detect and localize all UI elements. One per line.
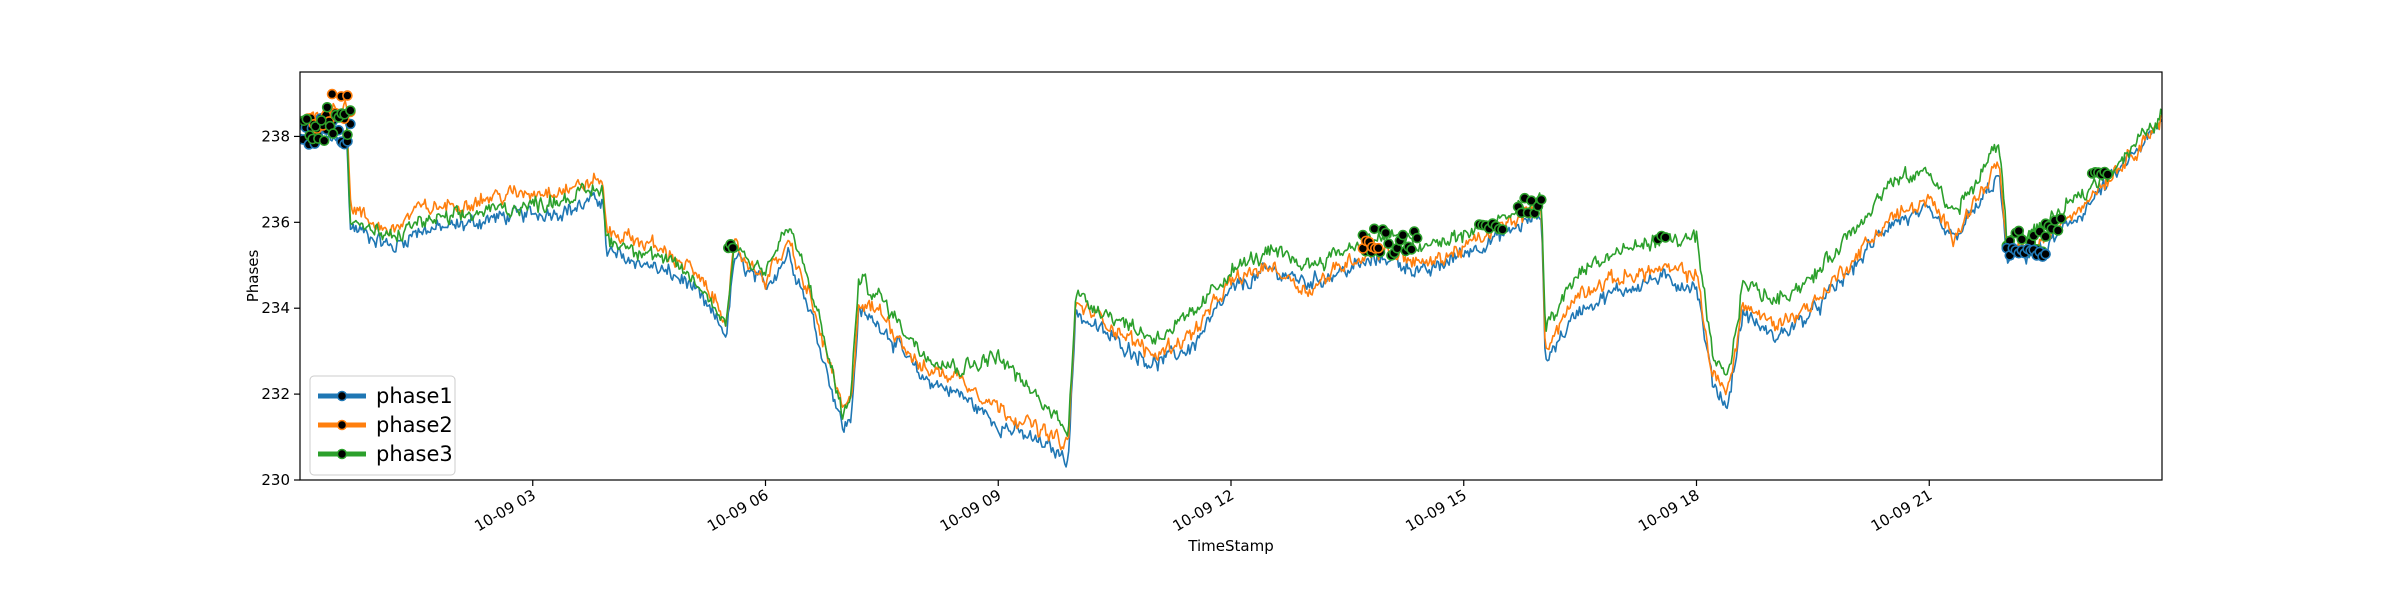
- marker-cluster-phase3: [1474, 218, 1508, 235]
- anomaly-marker: [345, 105, 356, 116]
- marker-cluster-phase3: [2086, 166, 2113, 180]
- x-axis-label: TimeStamp: [1187, 537, 1273, 555]
- marker-cluster-phase1: [2001, 242, 2051, 262]
- anomaly-marker: [2052, 225, 2064, 236]
- anomaly-marker: [1536, 194, 1547, 206]
- marker-cluster-phase3: [300, 102, 356, 146]
- anomaly-marker: [1660, 232, 1671, 243]
- legend-label-phase3: phase3: [376, 442, 453, 466]
- marker-cluster-phase3: [722, 239, 739, 254]
- anomaly-marker: [326, 88, 338, 100]
- legend-label-phase2: phase2: [376, 413, 453, 437]
- marker-cluster-phase3: [1512, 192, 1547, 219]
- anomaly-marker: [1380, 227, 1392, 239]
- anomaly-marker: [1397, 229, 1409, 241]
- anomaly-marker: [1369, 223, 1380, 235]
- y-axis: 230 232 234 236 238: [261, 127, 300, 489]
- legend-marker-phase1: [336, 390, 348, 402]
- y-tick-label: 234: [261, 299, 290, 317]
- series-layer: [300, 100, 2162, 468]
- anomaly-marker: [2102, 169, 2113, 180]
- anomaly-marker: [1373, 242, 1384, 254]
- anomaly-marker: [2040, 231, 2051, 242]
- y-axis-label: Phases: [244, 250, 262, 303]
- anomaly-marker: [1526, 195, 1537, 206]
- marker-cluster-phase2: [1357, 235, 1384, 254]
- anomaly-marker: [2013, 225, 2025, 237]
- anomaly-marker: [342, 90, 353, 101]
- y-tick-label: 236: [261, 213, 290, 231]
- anomaly-marker: [1406, 244, 1417, 255]
- anomaly-marker: [1411, 232, 1423, 244]
- anomaly-marker: [327, 128, 339, 139]
- marker-cluster-phase3: [1652, 230, 1671, 245]
- legend-box: [309, 375, 456, 476]
- anomaly-marker: [321, 102, 333, 113]
- anomaly-marker: [301, 113, 313, 125]
- series-line-phase3: [300, 108, 2162, 437]
- marker-cluster-phase3: [2040, 213, 2067, 236]
- anomaly-marker: [315, 115, 327, 126]
- legend: phase1 phase2 phase3: [309, 375, 456, 476]
- anomaly-marker: [342, 129, 353, 141]
- y-tick-label: 232: [261, 385, 290, 403]
- anomaly-marker: [1497, 224, 1508, 235]
- anomaly-marker: [1383, 238, 1394, 249]
- legend-marker-phase2: [336, 419, 348, 431]
- anomaly-marker: [2055, 213, 2067, 224]
- y-tick-label: 238: [261, 127, 290, 145]
- series-line-phase1: [300, 118, 2162, 468]
- legend-label-phase1: phase1: [376, 384, 453, 408]
- series-line-phase2: [300, 100, 2162, 451]
- anomaly-marker: [318, 135, 330, 146]
- anomaly-marker: [2016, 234, 2028, 245]
- anomaly-marker: [2040, 248, 2051, 260]
- anomaly-marker: [727, 242, 739, 254]
- marker-layer: [300, 88, 2113, 262]
- y-tick-label: 230: [261, 471, 290, 489]
- legend-marker-phase3: [336, 448, 348, 460]
